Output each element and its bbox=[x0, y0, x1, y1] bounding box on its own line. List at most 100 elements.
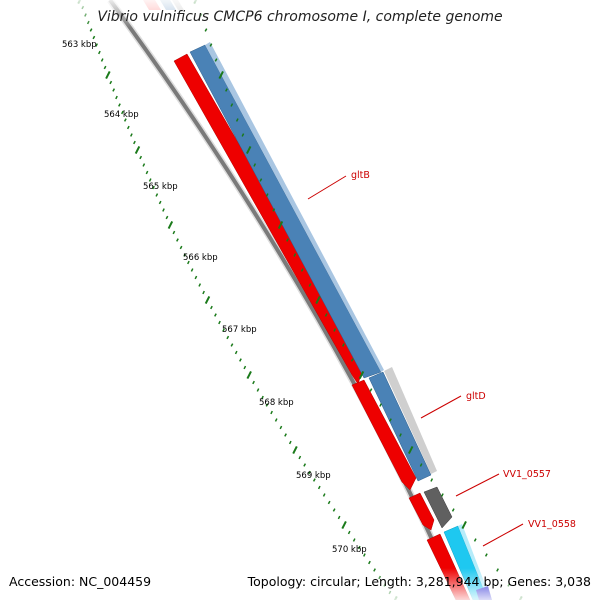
inner-scale-tick bbox=[230, 343, 234, 347]
inner-scale-tick bbox=[155, 193, 159, 197]
outer-scale-tick bbox=[441, 493, 444, 497]
inner-scale-tick bbox=[103, 65, 107, 70]
inner-scale-tick bbox=[183, 253, 187, 257]
kbp-label-565: 565 kbp bbox=[143, 182, 178, 192]
outer-scale-tick bbox=[209, 43, 213, 47]
gltB-highlight bbox=[205, 42, 384, 372]
inner-scale-tick bbox=[279, 425, 283, 430]
outer-scale-tick bbox=[451, 508, 455, 512]
inner-scale-tick bbox=[347, 530, 351, 535]
outer-scale-tick bbox=[430, 478, 434, 482]
gene-label-gltD[interactable]: gltD bbox=[466, 391, 486, 402]
inner-scale-tick bbox=[246, 370, 252, 380]
inner-scale-tick bbox=[298, 455, 302, 460]
inner-scale-tick bbox=[165, 215, 169, 220]
inner-scale-tick bbox=[202, 290, 205, 295]
gltB-leader-line bbox=[307, 175, 347, 200]
outer-scale-tick bbox=[235, 118, 239, 122]
gltB-blue-feature[interactable] bbox=[189, 44, 382, 379]
inner-scale-tick bbox=[112, 88, 116, 92]
outer-tick-track bbox=[193, 0, 523, 600]
vv1-0557-red-feature[interactable] bbox=[408, 492, 435, 531]
kbp-label-568: 568 kbp bbox=[259, 398, 294, 408]
outer-scale-tick bbox=[473, 538, 477, 542]
outer-scale-tick bbox=[241, 133, 245, 137]
inner-scale-tick bbox=[204, 295, 211, 305]
outer-scale-tick bbox=[369, 388, 373, 392]
outer-scale-tick bbox=[225, 88, 228, 92]
inner-scale-tick bbox=[162, 208, 165, 212]
inner-scale-tick bbox=[222, 328, 225, 332]
outer-scale-tick bbox=[358, 370, 365, 380]
inner-scale-tick bbox=[357, 545, 361, 550]
bottom-fade bbox=[0, 568, 600, 600]
inner-scale-tick bbox=[152, 185, 155, 190]
outer-scale-tick bbox=[408, 445, 414, 455]
vv1-0558-leader-line bbox=[482, 523, 524, 547]
gltD-forward-feature[interactable] bbox=[351, 379, 417, 491]
gltB-forward-feature[interactable] bbox=[173, 53, 366, 385]
inner-scale-tick bbox=[115, 95, 118, 100]
outer-scale-tick bbox=[333, 328, 337, 332]
inner-scale-tick bbox=[134, 145, 141, 155]
kbp-label-569: 569 kbp bbox=[296, 471, 331, 481]
gltD-blue-feature[interactable] bbox=[368, 371, 432, 482]
outer-scale-tick bbox=[204, 28, 208, 32]
gene-label-gltB[interactable]: gltB bbox=[351, 170, 370, 181]
inner-scale-tick bbox=[190, 268, 194, 272]
inner-scale-tick bbox=[95, 43, 98, 47]
kbp-label-567: 567 kbp bbox=[222, 325, 257, 335]
inner-scale-tick bbox=[256, 388, 260, 392]
inner-scale-tick bbox=[274, 418, 278, 422]
inner-scale-tick bbox=[198, 283, 202, 287]
outer-scale-tick bbox=[272, 208, 276, 212]
inner-scale-tick bbox=[214, 313, 217, 317]
inner-scale-tick bbox=[179, 245, 183, 250]
gene-callouts: gltB gltD VV1_0557 VV1_0558 bbox=[307, 170, 576, 547]
inner-scale-tick bbox=[322, 493, 326, 497]
outer-scale-tick bbox=[324, 313, 328, 317]
outer-scale-tick bbox=[265, 193, 269, 197]
vv1-0557-gray-feature[interactable] bbox=[423, 486, 453, 529]
inner-scale-tick bbox=[145, 170, 149, 175]
outer-scale-tick bbox=[259, 178, 263, 182]
inner-tick-track bbox=[77, 0, 398, 600]
inner-scale-tick bbox=[265, 403, 269, 407]
inner-scale-tick bbox=[167, 220, 174, 230]
outer-scale-tick bbox=[253, 163, 257, 167]
kbp-label-564: 564 kbp bbox=[104, 110, 139, 120]
inner-scale-tick bbox=[133, 140, 136, 145]
kbp-label-566: 566 kbp bbox=[183, 253, 218, 263]
inner-scale-tick bbox=[210, 305, 213, 310]
outer-scale-tick bbox=[286, 238, 289, 242]
outer-scale-tick bbox=[315, 295, 321, 305]
inner-scale-tick bbox=[109, 80, 113, 85]
outer-scale-tick bbox=[300, 268, 304, 272]
gene-label-vv1-0558[interactable]: VV1_0558 bbox=[528, 519, 576, 530]
outer-scale-tick bbox=[308, 283, 312, 287]
outer-scale-tick bbox=[293, 253, 297, 257]
gene-label-vv1-0557[interactable]: VV1_0557 bbox=[503, 469, 551, 480]
inner-scale-tick bbox=[176, 238, 179, 242]
gltD-gray-feature bbox=[384, 367, 437, 474]
inner-scale-tick bbox=[341, 520, 347, 530]
inner-scale-tick bbox=[118, 103, 121, 107]
backbone-line bbox=[108, 0, 461, 600]
outer-scale-tick bbox=[461, 520, 467, 530]
inner-scale-tick bbox=[226, 335, 230, 340]
outer-scale-tick bbox=[389, 418, 392, 422]
inner-scale-tick bbox=[261, 395, 264, 400]
inner-scale-tick bbox=[100, 58, 104, 62]
outer-scale-tick bbox=[399, 433, 402, 437]
inner-scale-tick bbox=[194, 275, 198, 280]
vv1-0557-leader-line bbox=[455, 473, 500, 497]
outer-scale-tick bbox=[484, 553, 488, 557]
outer-scale-tick bbox=[218, 70, 224, 80]
inner-scale-tick bbox=[121, 110, 124, 115]
inner-scale-tick bbox=[292, 445, 298, 455]
inner-scale-tick bbox=[239, 358, 242, 362]
inner-scale-tick bbox=[243, 365, 247, 370]
inner-scale-tick bbox=[317, 485, 321, 490]
